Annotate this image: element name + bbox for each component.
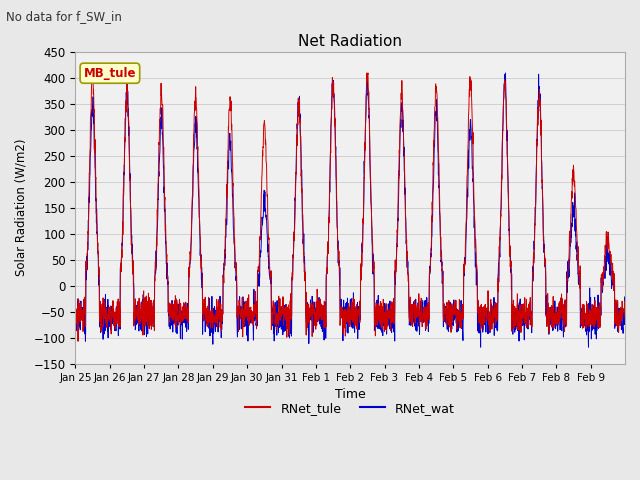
Text: No data for f_SW_in: No data for f_SW_in: [6, 10, 122, 23]
Text: MB_tule: MB_tule: [84, 67, 136, 80]
RNet_tule: [246, 315, 253, 321]
X-axis label: Time: Time: [335, 388, 365, 401]
Y-axis label: Solar Radiation (W/m2): Solar Radiation (W/m2): [15, 139, 28, 276]
RNet_wat: [621, 318, 629, 324]
RNet_wat: [245, 305, 253, 311]
RNet_tule: [614, 298, 621, 303]
Title: Net Radiation: Net Radiation: [298, 34, 402, 49]
RNet_wat: [614, 300, 621, 305]
RNet_wat: [585, 344, 593, 350]
Legend: RNet_tule, RNet_wat: RNet_tule, RNet_wat: [241, 397, 460, 420]
RNet_tule: [89, 70, 97, 75]
RNet_wat: [383, 309, 391, 315]
RNet_wat: [127, 185, 134, 191]
RNet_tule: [72, 316, 79, 322]
RNet_wat: [72, 302, 79, 308]
RNet_tule: [127, 217, 134, 223]
RNet_wat: [502, 70, 509, 76]
Line: RNet_tule: RNet_tule: [76, 72, 625, 341]
RNet_tule: [74, 338, 82, 344]
Line: RNet_wat: RNet_wat: [76, 73, 625, 347]
RNet_tule: [516, 301, 524, 307]
RNet_wat: [516, 304, 524, 310]
RNet_tule: [621, 314, 629, 320]
RNet_wat: [547, 318, 555, 324]
RNet_tule: [384, 308, 392, 313]
RNet_tule: [547, 314, 555, 320]
